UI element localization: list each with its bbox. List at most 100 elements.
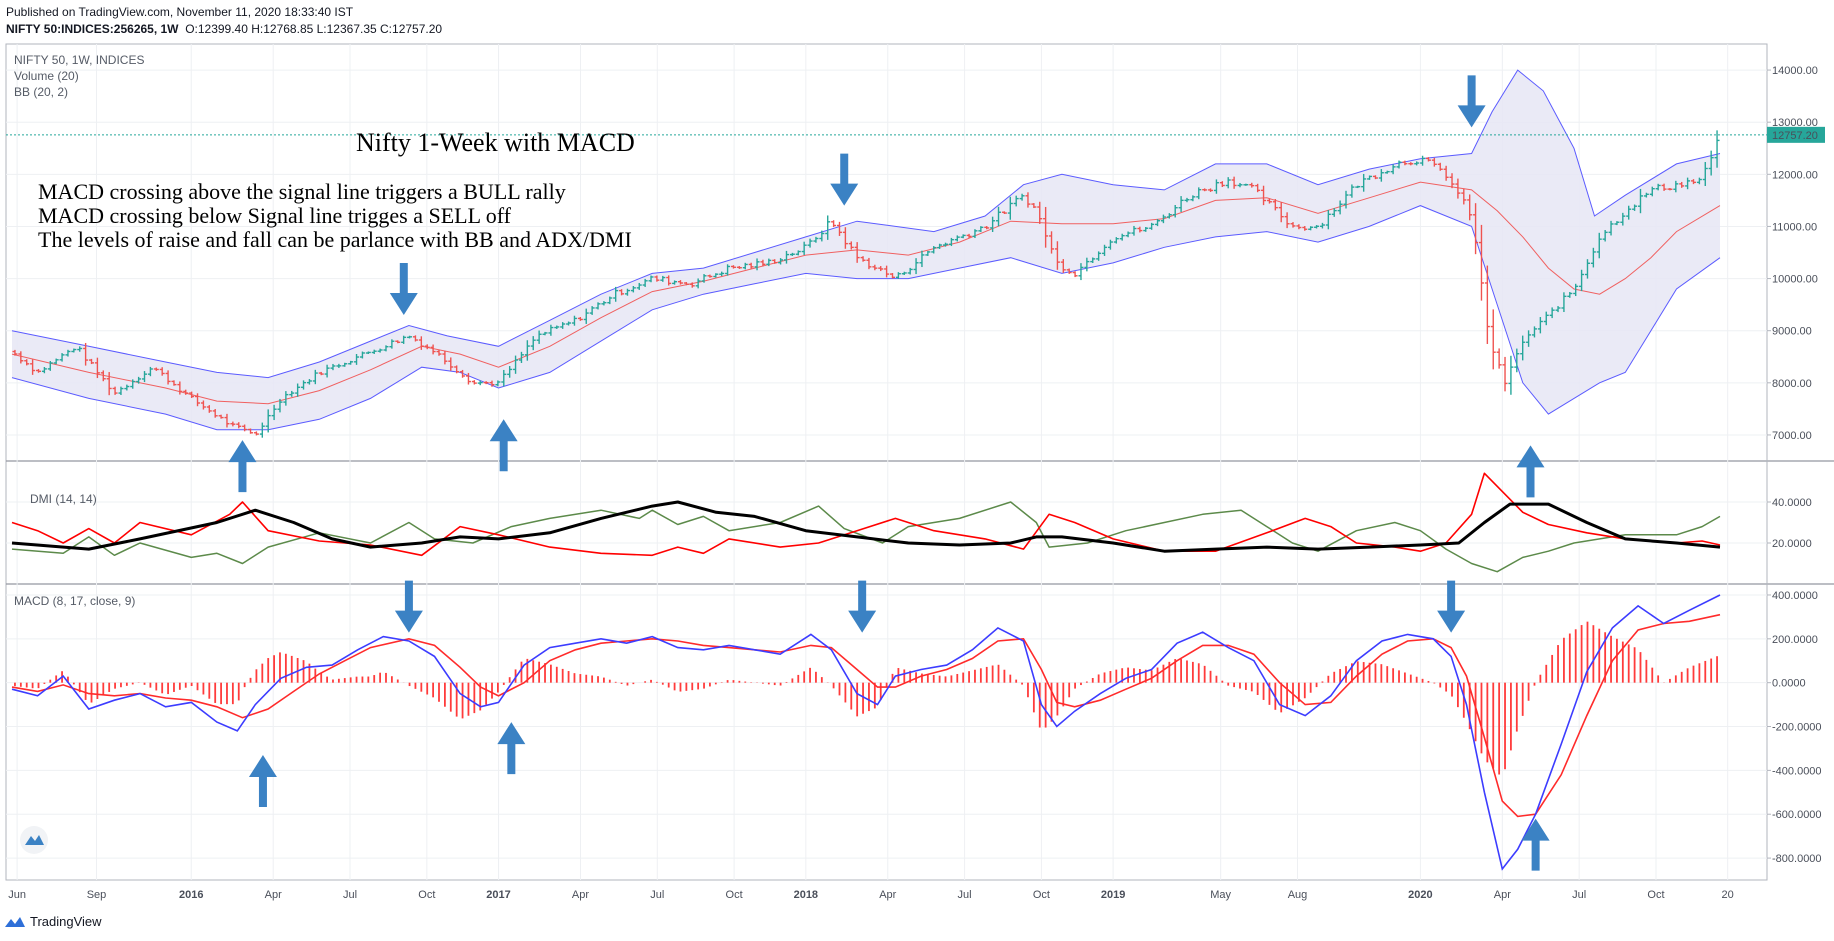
ohlc-bar <box>306 379 312 385</box>
y-tick-label-price: 11000.00 <box>1772 221 1817 233</box>
ohlc-bar <box>1502 356 1508 392</box>
ohlc-bar <box>448 357 454 371</box>
ohlc-bar <box>577 317 583 321</box>
ohlc-bar <box>1431 157 1437 167</box>
x-tick-label: Sep <box>87 889 107 901</box>
ohlc-bar <box>1467 194 1473 221</box>
price-arrow-up <box>228 440 257 493</box>
ohlc-bar <box>660 275 666 282</box>
ohlc-bar <box>642 278 648 287</box>
ohlc-bar <box>1049 231 1055 254</box>
ohlc-bar <box>377 348 383 353</box>
ohlc-bar <box>365 351 371 354</box>
ohlc-bar <box>1143 226 1149 232</box>
x-tick-label: 2017 <box>486 889 510 901</box>
ohlc-bar <box>1390 164 1396 175</box>
ohlc-bar <box>960 234 966 239</box>
macd-signal-line <box>11 613 1721 818</box>
ohlc-bar <box>972 229 978 239</box>
bollinger-band-fill <box>12 70 1720 430</box>
chart-title: Nifty 1-Week with MACD <box>356 128 635 157</box>
ohlc-bar <box>1213 179 1219 194</box>
ohlc-bar <box>36 369 42 373</box>
ohlc-bar <box>725 264 731 276</box>
ohlc-bar <box>1043 206 1049 248</box>
ohlc-bar <box>996 206 1002 227</box>
x-tick-label: 2020 <box>1408 889 1432 901</box>
ohlc-bar <box>171 380 177 386</box>
ohlc-bar <box>701 274 707 283</box>
ohlc-bar <box>907 267 913 275</box>
ohlc-bar <box>801 241 807 256</box>
ohlc-bar <box>1596 232 1602 259</box>
ohlc-bar <box>89 358 95 365</box>
ohlc-bar <box>183 389 189 395</box>
published-line: Published on TradingView.com, November 1… <box>6 5 354 19</box>
ohlc-bar <box>118 386 124 396</box>
ohlc-bar <box>312 369 318 385</box>
y-tick-label-price: 9000.00 <box>1772 326 1812 338</box>
ohlc-bar <box>112 386 118 395</box>
ohlc-bar <box>1325 210 1331 230</box>
ohlc-bar <box>1690 179 1696 185</box>
ohlc-bar <box>147 366 153 377</box>
ohlc-bar <box>1131 225 1137 236</box>
ohlc-bar <box>1060 259 1066 273</box>
last-price-label: 12757.20 <box>1772 130 1818 142</box>
ohlc-bar <box>878 266 884 272</box>
ohlc-bar <box>1425 157 1431 162</box>
ohlc-bar <box>1702 161 1708 186</box>
ohlc-bar <box>778 258 784 265</box>
dmi-line-di_plus <box>11 501 1721 573</box>
ohlc-bar <box>1455 178 1461 199</box>
tv-watermark-mark <box>25 835 44 845</box>
symbol-line: NIFTY 50:INDICES:256265, 1W O:12399.40 H… <box>6 21 442 38</box>
ohlc-bar <box>271 404 277 421</box>
ohlc-bar <box>1302 226 1308 231</box>
tradingview-brand: TradingView <box>30 914 102 929</box>
ohlc-bar <box>1579 269 1585 292</box>
ohlc-bar <box>1537 317 1543 334</box>
ohlc-bar <box>1314 225 1320 229</box>
ohlc-bar <box>136 376 142 384</box>
ohlc-bar <box>242 424 248 432</box>
ohlc-bar <box>200 400 206 410</box>
ohlc-bar <box>1225 177 1231 189</box>
ohlc-bar <box>1284 212 1290 229</box>
ohlc-bar <box>1113 237 1119 244</box>
ohlc-bar <box>489 380 495 387</box>
ohlc-bar <box>536 330 542 344</box>
ohlc-bar <box>218 414 224 419</box>
price-arrow-up <box>489 419 518 472</box>
tradingview-footer[interactable]: TradingView <box>4 914 102 929</box>
ohlc-bar <box>1408 162 1414 166</box>
ohlc-bar <box>1449 173 1455 189</box>
ohlc-bar <box>1508 355 1514 395</box>
ohlc-bar <box>318 371 324 376</box>
ohlc-bar <box>336 363 342 368</box>
ohlc-bar <box>236 422 242 429</box>
ohlc-bar <box>41 366 47 374</box>
ohlc-bar <box>772 259 778 264</box>
ohlc-bar <box>719 271 725 277</box>
bollinger-lower-line <box>11 205 1721 431</box>
ohlc-bar <box>259 422 265 438</box>
ohlc-bar <box>1054 241 1060 270</box>
ohlc-bar <box>501 369 507 387</box>
x-tick-label: Jul <box>343 889 357 901</box>
ohlc-bar <box>47 360 53 371</box>
ohlc-bar <box>954 235 960 242</box>
ohlc-bar <box>742 262 748 270</box>
ohlc-bar <box>783 250 789 264</box>
ohlc-bar <box>471 380 477 385</box>
ohlc-bar <box>1066 268 1072 274</box>
ohlc-bar <box>707 274 713 278</box>
ohlc-bar <box>106 372 112 396</box>
ohlc-bar <box>1266 198 1272 204</box>
ohlc-bar <box>1384 170 1390 174</box>
ohlc-bar <box>424 344 430 350</box>
price-arrow-down <box>1457 75 1486 128</box>
ohlc-bar <box>1096 251 1102 261</box>
ohlc-bar <box>736 266 742 269</box>
